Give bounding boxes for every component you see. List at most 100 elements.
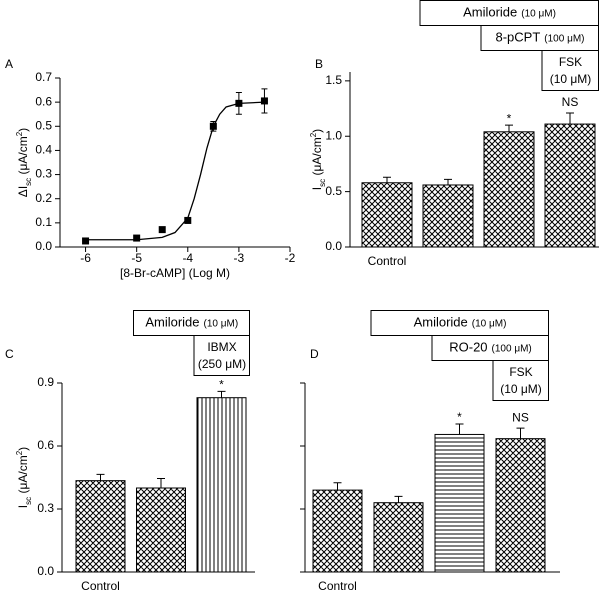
x-tick-label: -5: [131, 251, 142, 265]
treatment-box: [419, 0, 599, 26]
y-tick-label: 0.3: [37, 501, 54, 515]
y-tick-label: 0.5: [325, 184, 342, 198]
x-tick-label: Control: [368, 254, 407, 268]
significance-label: *: [219, 378, 224, 392]
bar: [483, 131, 535, 248]
data-point: [133, 234, 141, 242]
y-axis-label-part: sc: [318, 179, 327, 187]
x-tick-label: -6: [80, 251, 91, 265]
treatment-box: [133, 310, 250, 336]
error-bar: [394, 495, 403, 503]
y-axis-label-part: ): [16, 447, 30, 451]
significance-label: NS: [562, 95, 579, 109]
treatment-label: Amiloride (10 μM): [145, 315, 238, 330]
y-tick-label: 0.2: [35, 191, 52, 205]
treatment-box: [193, 335, 250, 376]
y-axis-label-part: ): [310, 129, 324, 133]
y-axis-label-part: 2: [309, 132, 318, 137]
y-axis-label: Isc (μA/cm2): [15, 447, 33, 508]
panel-label: C: [5, 347, 14, 361]
bar: [312, 489, 363, 573]
error-bar: [157, 478, 165, 488]
bar: [544, 123, 596, 248]
treatment-box: [541, 50, 599, 91]
treatment-box: [480, 25, 599, 51]
x-tick-label: -3: [234, 251, 245, 265]
error-bar: [516, 427, 525, 439]
data-point: [260, 97, 268, 105]
treatment-dose: (100 μM): [544, 33, 584, 44]
bar: [196, 397, 247, 573]
bar: [422, 184, 474, 248]
data-point: [158, 226, 166, 234]
error-bar: [505, 124, 513, 132]
x-tick-label: -2: [285, 251, 296, 265]
y-tick-label: 0.6: [37, 438, 54, 452]
bar: [495, 438, 546, 573]
x-axis-label: [8-Br-cAMP] (Log M): [120, 266, 230, 280]
y-tick-label: 0.0: [37, 564, 54, 578]
bar: [373, 502, 424, 573]
treatment-label: Amiloride (10 μM): [463, 5, 556, 20]
significance-label: NS: [512, 410, 529, 424]
y-tick-label: 0.5: [35, 118, 52, 132]
treatment-label: 8-pCPT (100 μM): [495, 30, 584, 45]
bar: [136, 487, 186, 573]
error-bar: [383, 176, 391, 183]
treatment-name: IBMX: [207, 340, 236, 354]
y-axis-label-part: ): [16, 128, 30, 132]
y-axis-label-part: I: [310, 187, 324, 190]
y-tick-label: 1.0: [325, 128, 342, 142]
y-tick-label: 0.6: [35, 94, 52, 108]
treatment-name: FSK: [559, 55, 582, 69]
y-tick-label: 0.9: [37, 375, 54, 389]
y-axis-label-part: (μA/cm: [310, 137, 324, 179]
y-tick-label: 0.7: [35, 70, 52, 84]
significance-label: *: [507, 111, 512, 125]
y-tick-label: 0.0: [35, 239, 52, 253]
y-axis-label-part: 2: [15, 450, 24, 455]
y-tick-label: 0.0: [325, 239, 342, 253]
y-tick-label: 0.3: [35, 167, 52, 181]
data-point: [209, 122, 217, 130]
data-point: [235, 99, 243, 107]
error-bar: [96, 473, 105, 481]
treatment-label: RO-20 (100 μM): [449, 340, 532, 355]
y-tick-label: 0.1: [35, 215, 52, 229]
treatment-dose: (10 μM): [204, 318, 239, 329]
bar: [75, 480, 126, 573]
treatment-name: 8-pCPT: [495, 30, 540, 45]
y-axis-label-part: 2: [15, 131, 24, 136]
bar: [434, 433, 485, 573]
treatment-dose: (10 μM): [550, 72, 592, 86]
y-axis-label: ΔIsc (μA/cm2): [15, 128, 33, 197]
treatment-dose: (10 μM): [472, 318, 507, 329]
treatment-name: RO-20: [449, 340, 487, 355]
y-tick-label: 1.5: [325, 73, 342, 87]
y-axis-label: Isc (μA/cm2): [309, 129, 327, 190]
x-tick-label: Control: [81, 579, 120, 591]
panel-label: B: [315, 57, 323, 71]
treatment-dose: (100 μM): [492, 343, 532, 354]
treatment-box: [370, 310, 549, 336]
treatment-box: [431, 335, 549, 361]
treatment-name: FSK: [509, 365, 532, 379]
data-point: [184, 216, 192, 224]
treatment-box: [492, 360, 549, 401]
y-tick-label: 0.4: [35, 143, 52, 157]
treatment-name: Amiloride: [463, 5, 517, 20]
treatment-dose: (250 μM): [198, 357, 246, 371]
y-axis-label-part: sc: [24, 497, 33, 505]
error-bar: [455, 423, 464, 435]
y-axis-label-part: (μA/cm: [16, 455, 30, 497]
treatment-label: Amiloride (10 μM): [414, 315, 507, 330]
bar: [361, 182, 413, 248]
x-tick-label: Control: [318, 579, 357, 591]
treatment-name: Amiloride: [145, 315, 199, 330]
panel-label: D: [310, 347, 319, 361]
y-axis-label-part: I: [16, 505, 30, 508]
treatment-name: Amiloride: [414, 315, 468, 330]
error-bar: [217, 390, 226, 398]
